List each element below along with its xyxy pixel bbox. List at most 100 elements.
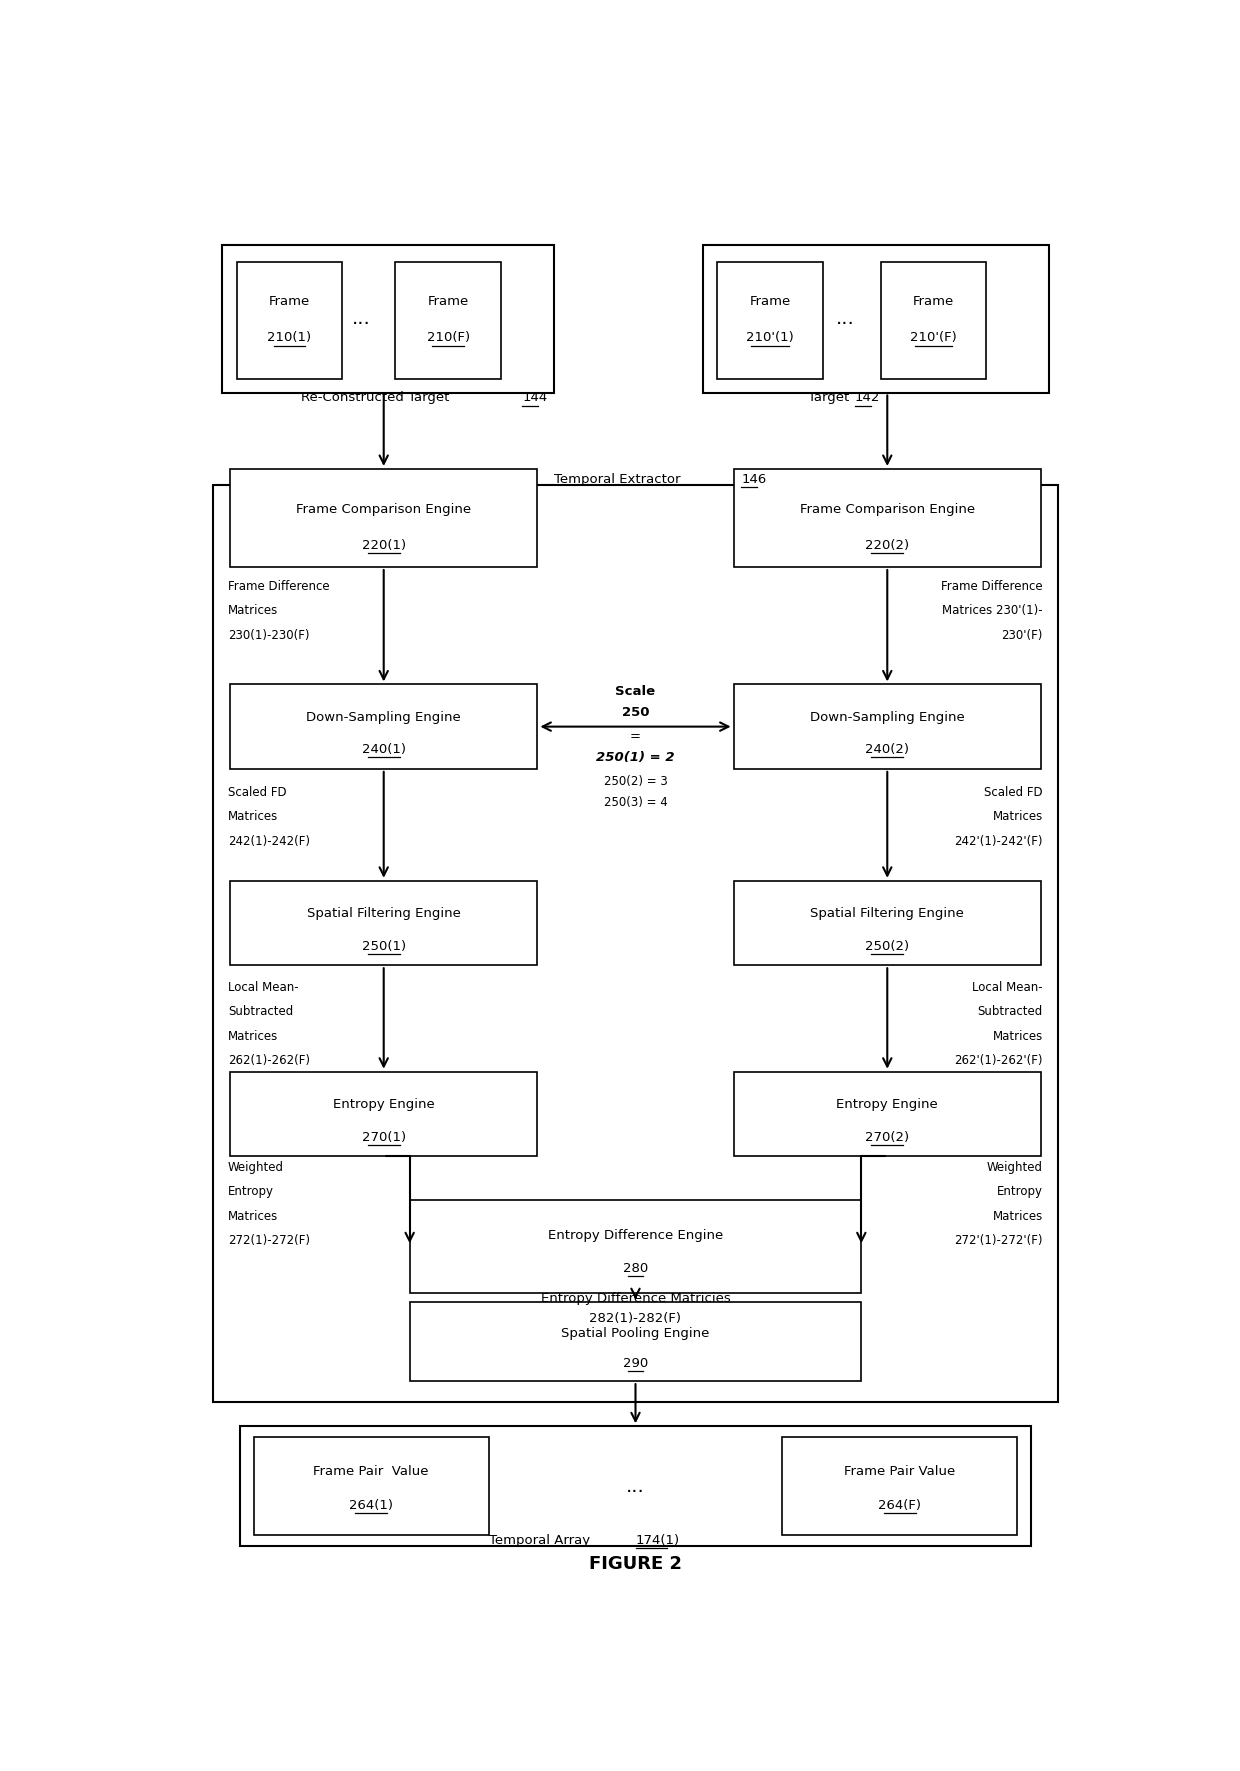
Text: Weighted: Weighted [987, 1160, 1043, 1174]
Text: Frame Comparison Engine: Frame Comparison Engine [800, 503, 975, 517]
Text: Weighted: Weighted [228, 1160, 284, 1174]
Text: 264(F): 264(F) [878, 1498, 921, 1512]
Text: Re-Constructed Target: Re-Constructed Target [301, 391, 454, 404]
Text: 220(2): 220(2) [866, 538, 909, 553]
Bar [734, 684, 1042, 769]
Text: Target: Target [808, 391, 854, 404]
Text: 210'(1): 210'(1) [746, 331, 794, 345]
Bar [237, 262, 342, 379]
Text: Frame: Frame [428, 294, 469, 308]
Text: 242'(1)-242'(F): 242'(1)-242'(F) [955, 834, 1043, 848]
Text: 210(F): 210(F) [427, 331, 470, 345]
Text: Spatial Filtering Engine: Spatial Filtering Engine [306, 907, 460, 919]
Text: Local Mean-: Local Mean- [228, 981, 299, 994]
Text: 262'(1)-262'(F): 262'(1)-262'(F) [955, 1054, 1043, 1068]
Text: 250(2): 250(2) [866, 940, 909, 953]
Bar [229, 880, 537, 965]
Text: Subtracted: Subtracted [977, 1006, 1043, 1018]
Text: Scale: Scale [615, 685, 656, 698]
Text: Scaled FD: Scaled FD [228, 786, 286, 799]
Text: Frame Difference: Frame Difference [941, 579, 1043, 593]
Text: 262(1)-262(F): 262(1)-262(F) [228, 1054, 310, 1068]
Text: Entropy Difference Matricies: Entropy Difference Matricies [541, 1291, 730, 1305]
Text: Spatial Pooling Engine: Spatial Pooling Engine [562, 1326, 709, 1341]
Text: 250(3) = 4: 250(3) = 4 [604, 797, 667, 809]
Bar [239, 1426, 1032, 1546]
Text: Matrices: Matrices [228, 604, 278, 618]
Text: Matrices: Matrices [228, 809, 278, 824]
Text: 270(2): 270(2) [866, 1130, 909, 1144]
Text: 250: 250 [621, 707, 650, 719]
Bar [409, 1199, 862, 1293]
Text: Matrices: Matrices [993, 809, 1043, 824]
Text: Matrices: Matrices [993, 1029, 1043, 1043]
Text: 220(1): 220(1) [362, 538, 405, 553]
Text: Frame: Frame [913, 294, 954, 308]
Text: =: = [630, 730, 641, 742]
Text: 272(1)-272(F): 272(1)-272(F) [228, 1234, 310, 1247]
Bar [781, 1436, 1017, 1535]
Text: 282(1)-282(F): 282(1)-282(F) [589, 1312, 682, 1325]
Bar [229, 469, 537, 567]
Text: 210'(F): 210'(F) [910, 331, 957, 345]
Text: FIGURE 2: FIGURE 2 [589, 1555, 682, 1573]
Text: 250(2) = 3: 250(2) = 3 [604, 774, 667, 788]
Text: Local Mean-: Local Mean- [972, 981, 1043, 994]
Bar [734, 880, 1042, 965]
Text: Temporal Array: Temporal Array [490, 1534, 595, 1548]
Text: ...: ... [626, 1477, 645, 1496]
Text: 280: 280 [622, 1261, 649, 1275]
Text: Entropy Engine: Entropy Engine [332, 1098, 434, 1110]
Text: Frame: Frame [269, 294, 310, 308]
Bar [409, 1302, 862, 1381]
Text: Temporal Extractor: Temporal Extractor [554, 473, 684, 487]
Text: 174(1): 174(1) [635, 1534, 680, 1548]
Text: 230(1)-230(F): 230(1)-230(F) [228, 629, 310, 641]
Text: Scaled FD: Scaled FD [985, 786, 1043, 799]
Bar [734, 1071, 1042, 1156]
Text: ...: ... [836, 310, 854, 328]
Text: 146: 146 [742, 473, 766, 487]
Text: Down-Sampling Engine: Down-Sampling Engine [306, 710, 461, 724]
Bar [734, 469, 1042, 567]
Text: 144: 144 [522, 391, 547, 404]
Bar [222, 244, 554, 393]
Text: Spatial Filtering Engine: Spatial Filtering Engine [811, 907, 965, 919]
Text: 240(1): 240(1) [362, 744, 405, 756]
Text: Entropy: Entropy [997, 1185, 1043, 1199]
Text: 240(2): 240(2) [866, 744, 909, 756]
Text: 230'(F): 230'(F) [1002, 629, 1043, 641]
Text: 242(1)-242(F): 242(1)-242(F) [228, 834, 310, 848]
Text: Frame Pair Value: Frame Pair Value [844, 1465, 955, 1477]
Text: Matrices: Matrices [228, 1029, 278, 1043]
Text: ...: ... [352, 310, 371, 328]
Bar [213, 485, 1058, 1401]
Text: 210(1): 210(1) [268, 331, 311, 345]
Bar [229, 684, 537, 769]
Text: Matrices: Matrices [993, 1210, 1043, 1222]
Text: Frame Pair  Value: Frame Pair Value [314, 1465, 429, 1477]
Text: Frame: Frame [749, 294, 791, 308]
Bar [254, 1436, 490, 1535]
Text: 250(1) = 2: 250(1) = 2 [596, 751, 675, 765]
Text: 270(1): 270(1) [362, 1130, 405, 1144]
Text: Entropy Difference Engine: Entropy Difference Engine [548, 1229, 723, 1241]
Text: 264(1): 264(1) [350, 1498, 393, 1512]
Bar [229, 1071, 537, 1156]
Text: Frame Difference: Frame Difference [228, 579, 330, 593]
Text: Subtracted: Subtracted [228, 1006, 294, 1018]
Text: Entropy: Entropy [228, 1185, 274, 1199]
Bar [880, 262, 986, 379]
Text: Matrices: Matrices [228, 1210, 278, 1222]
Text: 142: 142 [854, 391, 880, 404]
Text: 272'(1)-272'(F): 272'(1)-272'(F) [955, 1234, 1043, 1247]
Text: Entropy Engine: Entropy Engine [837, 1098, 939, 1110]
Text: Frame Comparison Engine: Frame Comparison Engine [296, 503, 471, 517]
Bar [717, 262, 823, 379]
Bar [703, 244, 1049, 393]
Text: 250(1): 250(1) [362, 940, 405, 953]
Text: 290: 290 [622, 1357, 649, 1371]
Text: Down-Sampling Engine: Down-Sampling Engine [810, 710, 965, 724]
Bar [396, 262, 501, 379]
Text: Matrices 230'(1)-: Matrices 230'(1)- [942, 604, 1043, 618]
